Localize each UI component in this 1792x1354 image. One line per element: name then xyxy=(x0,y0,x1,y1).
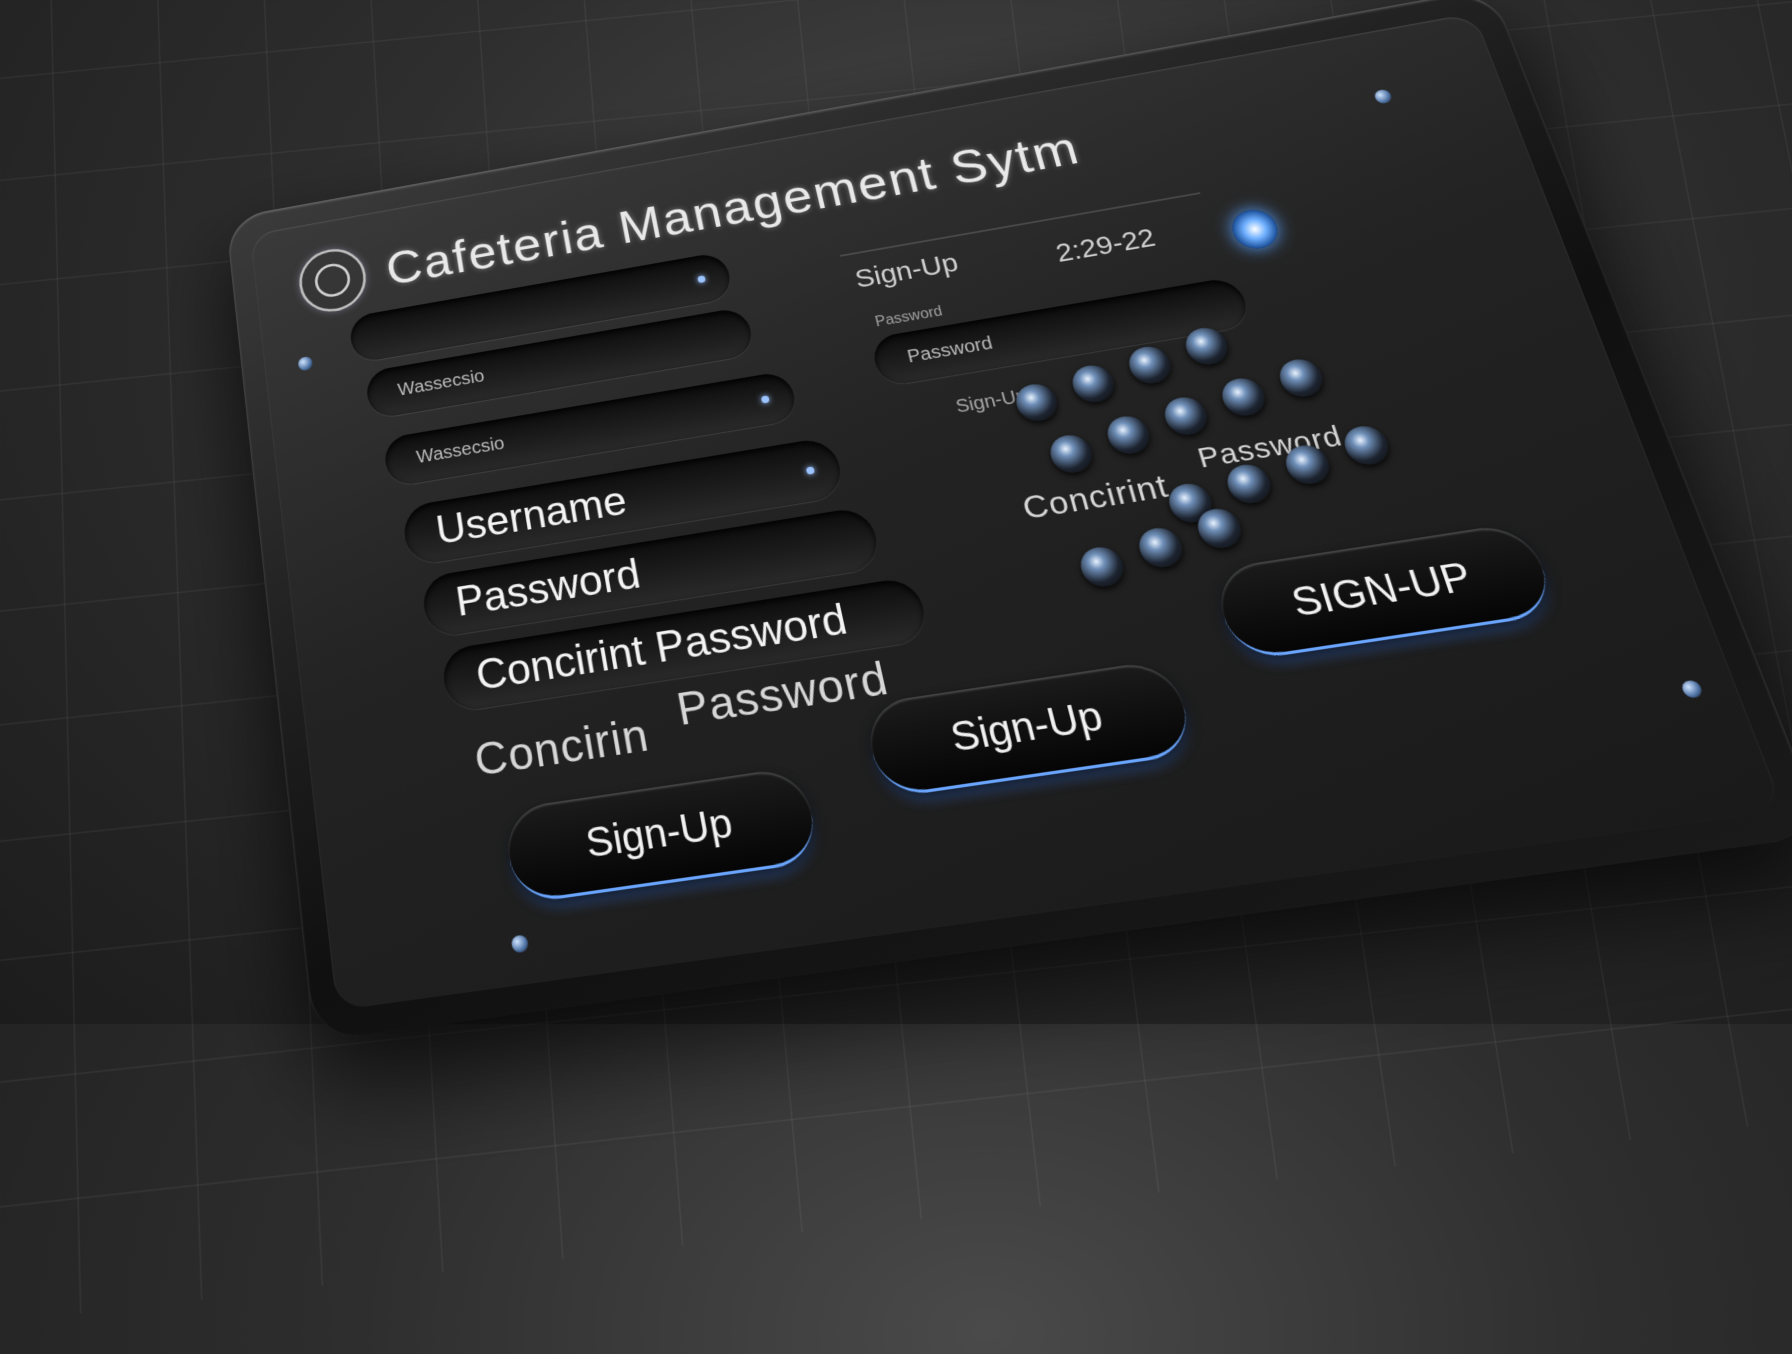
screw-icon xyxy=(297,355,314,372)
signup-button-middle[interactable]: Sign-Up xyxy=(861,658,1198,800)
app-logo-icon xyxy=(295,243,370,317)
right-confirm-label: Concirint xyxy=(1018,468,1173,527)
password-placeholder: Wassecsio xyxy=(415,433,506,468)
time-display: 2:29-22 xyxy=(1052,223,1159,269)
keypad-key[interactable] xyxy=(1275,356,1328,400)
username-placeholder: Wassecsio xyxy=(396,366,486,400)
screw-icon xyxy=(1372,88,1394,105)
screw-icon xyxy=(1679,679,1705,699)
screw-icon xyxy=(510,934,530,954)
keypad-key[interactable] xyxy=(1046,432,1097,476)
keypad-key[interactable] xyxy=(1076,544,1128,590)
confirm-label: Concirin xyxy=(471,708,653,786)
status-light-icon xyxy=(1227,206,1283,252)
keypad-key[interactable] xyxy=(1339,423,1394,468)
right-password-field-text: Password xyxy=(905,333,995,367)
keypad-key[interactable] xyxy=(1068,362,1118,405)
keypad-key[interactable] xyxy=(1103,413,1154,457)
signup-button-right[interactable]: SIGN-UP xyxy=(1210,521,1560,663)
keypad-key[interactable] xyxy=(1160,394,1212,438)
keypad-key[interactable] xyxy=(1124,343,1175,387)
signup-button-left[interactable]: Sign-Up xyxy=(502,765,822,905)
right-signup-header: Sign-Up xyxy=(852,248,962,294)
password-field-text: Password xyxy=(452,550,644,626)
keypad-key[interactable] xyxy=(1217,375,1270,419)
keypad-key[interactable] xyxy=(1134,525,1187,570)
username-field-text: Username xyxy=(433,478,631,554)
